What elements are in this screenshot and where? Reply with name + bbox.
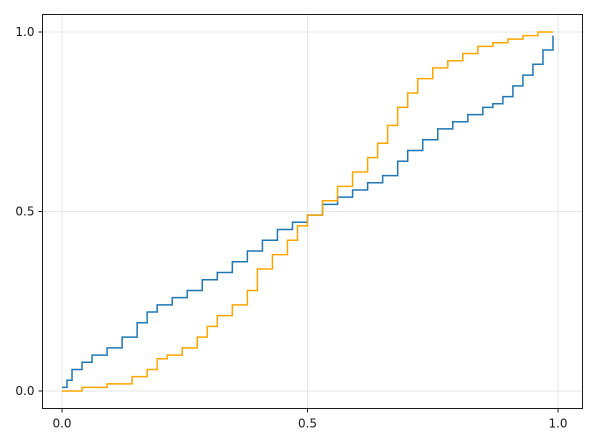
x-tick-label: 1.0 xyxy=(548,417,567,431)
x-tick-label: 0.5 xyxy=(298,417,317,431)
axis-ticks: 0.0 0.5 1.0 0.0 0.5 1.0 xyxy=(15,25,567,431)
y-tick-label: 0.5 xyxy=(15,205,34,219)
grid xyxy=(42,14,583,409)
series-line-2 xyxy=(62,31,553,392)
x-tick-label: 0.0 xyxy=(52,417,71,431)
series-layer xyxy=(61,31,554,392)
y-tick-label: 0.0 xyxy=(15,384,34,398)
y-tick-label: 1.0 xyxy=(15,25,34,39)
